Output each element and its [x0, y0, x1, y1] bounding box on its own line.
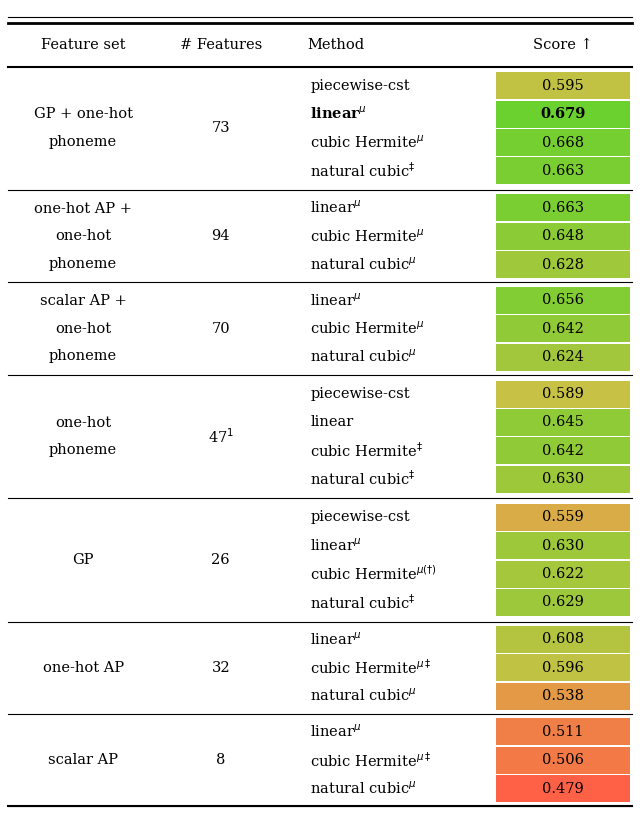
FancyBboxPatch shape [496, 718, 630, 746]
Text: 0.624: 0.624 [542, 350, 584, 364]
Text: natural cubic$^{\ddagger}$: natural cubic$^{\ddagger}$ [310, 162, 416, 180]
Text: phoneme: phoneme [49, 135, 117, 149]
Text: scalar AP +: scalar AP + [40, 294, 127, 308]
FancyBboxPatch shape [496, 626, 630, 653]
Text: 0.559: 0.559 [542, 510, 584, 525]
Text: 0.511: 0.511 [543, 725, 584, 739]
FancyBboxPatch shape [496, 101, 630, 128]
FancyBboxPatch shape [496, 465, 630, 493]
Text: cubic Hermite$^{\ddagger}$: cubic Hermite$^{\ddagger}$ [310, 441, 424, 460]
Text: 47$^{1}$: 47$^{1}$ [207, 427, 234, 446]
Text: 26: 26 [211, 553, 230, 567]
Text: one-hot AP +: one-hot AP + [35, 202, 132, 215]
Text: 0.668: 0.668 [542, 136, 584, 149]
Text: 0.645: 0.645 [542, 415, 584, 430]
Text: one-hot: one-hot [55, 415, 111, 430]
Text: linear$^{\mu}$: linear$^{\mu}$ [310, 106, 367, 123]
Text: linear$^{\mu}$: linear$^{\mu}$ [310, 199, 362, 216]
Text: natural cubic$^{\mu}$: natural cubic$^{\mu}$ [310, 688, 417, 705]
Text: 0.622: 0.622 [542, 567, 584, 581]
Text: linear$^{\mu}$: linear$^{\mu}$ [310, 292, 362, 309]
FancyBboxPatch shape [496, 251, 630, 279]
Text: 0.663: 0.663 [542, 164, 584, 178]
FancyBboxPatch shape [496, 560, 630, 588]
Text: 0.642: 0.642 [542, 444, 584, 458]
Text: phoneme: phoneme [49, 257, 117, 271]
FancyBboxPatch shape [496, 682, 630, 710]
Text: one-hot: one-hot [55, 229, 111, 244]
Text: 0.630: 0.630 [542, 472, 584, 486]
Text: 0.538: 0.538 [542, 689, 584, 703]
FancyBboxPatch shape [496, 194, 630, 222]
FancyBboxPatch shape [496, 775, 630, 802]
Text: natural cubic$^{\ddagger}$: natural cubic$^{\ddagger}$ [310, 470, 416, 489]
Text: natural cubic$^{\mu}$: natural cubic$^{\mu}$ [310, 349, 417, 365]
Text: 94: 94 [212, 229, 230, 244]
Text: 0.679: 0.679 [541, 108, 586, 121]
Text: 0.656: 0.656 [542, 294, 584, 308]
FancyBboxPatch shape [496, 158, 630, 184]
FancyBboxPatch shape [496, 287, 630, 314]
Text: natural cubic$^{\ddagger}$: natural cubic$^{\ddagger}$ [310, 593, 416, 612]
Text: linear$^{\mu}$: linear$^{\mu}$ [310, 537, 362, 554]
Text: 0.589: 0.589 [542, 387, 584, 401]
Text: 0.596: 0.596 [542, 661, 584, 675]
Text: cubic Hermite$^{\mu\ddagger}$: cubic Hermite$^{\mu\ddagger}$ [310, 658, 432, 677]
Text: natural cubic$^{\mu}$: natural cubic$^{\mu}$ [310, 256, 417, 273]
Text: 0.479: 0.479 [542, 781, 584, 796]
Text: scalar AP: scalar AP [48, 753, 118, 767]
Text: Feature set: Feature set [41, 38, 125, 52]
Text: one-hot: one-hot [55, 322, 111, 336]
Text: phoneme: phoneme [49, 349, 117, 364]
Text: 32: 32 [211, 661, 230, 675]
Text: 0.630: 0.630 [542, 539, 584, 553]
FancyBboxPatch shape [496, 315, 630, 342]
FancyBboxPatch shape [496, 223, 630, 250]
Text: 0.506: 0.506 [542, 753, 584, 767]
Text: GP: GP [72, 553, 94, 567]
Text: 0.595: 0.595 [542, 79, 584, 93]
Text: 73: 73 [211, 122, 230, 135]
Text: 0.608: 0.608 [542, 632, 584, 646]
Text: one-hot AP: one-hot AP [43, 661, 124, 675]
Text: 0.648: 0.648 [542, 229, 584, 244]
Text: GP + one-hot: GP + one-hot [34, 108, 132, 122]
FancyBboxPatch shape [496, 73, 630, 99]
Text: # Features: # Features [180, 38, 262, 52]
Text: Method: Method [307, 38, 364, 52]
Text: piecewise-cst: piecewise-cst [310, 79, 410, 93]
Text: Score ↑: Score ↑ [533, 38, 593, 52]
Text: cubic Hermite$^{\mu}$: cubic Hermite$^{\mu}$ [310, 228, 424, 244]
Text: linear$^{\mu}$: linear$^{\mu}$ [310, 631, 362, 648]
Text: phoneme: phoneme [49, 444, 117, 458]
Text: cubic Hermite$^{\mu}$: cubic Hermite$^{\mu}$ [310, 134, 424, 151]
FancyBboxPatch shape [496, 589, 630, 616]
FancyBboxPatch shape [496, 532, 630, 560]
Text: 8: 8 [216, 753, 225, 767]
Text: piecewise-cst: piecewise-cst [310, 510, 410, 525]
Text: cubic Hermite$^{\mu}$: cubic Hermite$^{\mu}$ [310, 320, 424, 337]
Text: piecewise-cst: piecewise-cst [310, 387, 410, 401]
FancyBboxPatch shape [496, 380, 630, 408]
Text: cubic Hermite$^{\mu\ddagger}$: cubic Hermite$^{\mu\ddagger}$ [310, 751, 432, 770]
FancyBboxPatch shape [496, 129, 630, 156]
FancyBboxPatch shape [496, 437, 630, 465]
Text: 0.642: 0.642 [542, 322, 584, 336]
Text: 0.629: 0.629 [542, 595, 584, 610]
FancyBboxPatch shape [496, 654, 630, 681]
Text: 70: 70 [211, 322, 230, 336]
FancyBboxPatch shape [496, 504, 630, 531]
Text: cubic Hermite$^{\mu(\dagger)}$: cubic Hermite$^{\mu(\dagger)}$ [310, 565, 437, 584]
FancyBboxPatch shape [496, 746, 630, 774]
FancyBboxPatch shape [496, 344, 630, 370]
Text: 0.628: 0.628 [542, 258, 584, 272]
Text: 0.663: 0.663 [542, 201, 584, 215]
FancyBboxPatch shape [496, 409, 630, 436]
Text: natural cubic$^{\mu}$: natural cubic$^{\mu}$ [310, 781, 417, 797]
Text: linear: linear [310, 415, 354, 430]
Text: linear$^{\mu}$: linear$^{\mu}$ [310, 724, 362, 741]
